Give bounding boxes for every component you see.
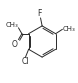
Text: O: O: [12, 40, 18, 49]
Text: Cl: Cl: [22, 58, 29, 66]
Text: CH₃: CH₃: [5, 22, 18, 28]
Text: F: F: [38, 9, 42, 18]
Text: CH₃: CH₃: [63, 26, 75, 32]
